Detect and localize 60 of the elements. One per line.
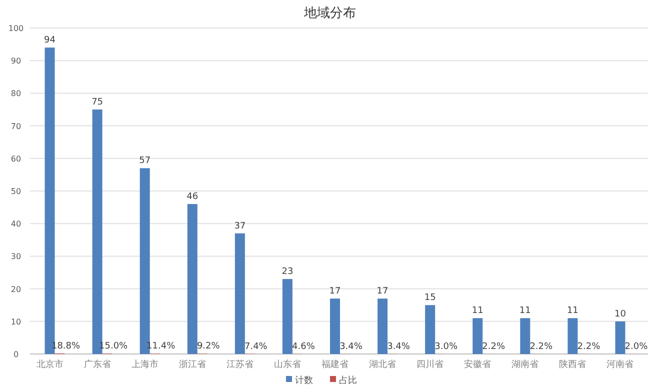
y-tick-label: 10: [10, 317, 22, 326]
data-label: 11: [472, 306, 484, 316]
data-label: 3.4%: [340, 342, 363, 352]
y-tick-label: 50: [10, 187, 22, 196]
data-label: 2.2%: [577, 342, 601, 352]
bar: [378, 298, 388, 354]
x-tick-label: 陕西省: [559, 359, 586, 370]
y-tick-label: 90: [10, 56, 22, 66]
legend-label: 占比: [339, 375, 357, 386]
y-tick-label: 0: [13, 350, 19, 359]
x-tick-label: 上海市: [131, 359, 158, 370]
data-label: 2.0%: [624, 342, 648, 352]
y-tick-label: 40: [10, 220, 22, 229]
data-label: 3.4%: [387, 342, 410, 352]
y-tick-label: 80: [10, 89, 22, 98]
y-tick-label: 60: [10, 154, 22, 164]
data-label: 2.2%: [482, 342, 506, 352]
data-label: 2.2%: [530, 342, 554, 352]
bar: [615, 321, 626, 354]
y-tick-label: 20: [10, 284, 22, 294]
legend-label: 计数: [295, 375, 313, 386]
bar: [282, 279, 292, 354]
data-label: 3.0%: [434, 342, 458, 352]
x-tick-label: 北京市: [36, 359, 64, 370]
bar: [568, 318, 578, 354]
x-tick-label: 河南省: [606, 359, 634, 370]
data-label: 15: [424, 293, 436, 304]
x-tick-label: 福建省: [322, 359, 348, 370]
data-label: 23: [282, 267, 294, 278]
bar: [472, 318, 483, 354]
x-tick-label: 广东省: [84, 359, 111, 370]
bar: [187, 204, 198, 354]
data-label: 4.6%: [292, 342, 316, 352]
chart-title: 地域分布: [303, 6, 356, 21]
bar: [234, 233, 245, 354]
data-label: 17: [329, 286, 341, 297]
data-label: 7.4%: [244, 342, 268, 352]
y-tick-label: 100: [8, 24, 24, 33]
data-label: 46: [186, 192, 198, 202]
bar: [520, 318, 530, 354]
x-tick-label: 湖北省: [369, 359, 396, 370]
x-tick-label: 湖南省: [512, 359, 539, 370]
data-label: 9.2%: [196, 342, 220, 352]
data-label: 11: [519, 306, 531, 316]
data-label: 17: [376, 286, 388, 297]
data-label: 75: [92, 98, 104, 108]
bar: [425, 305, 436, 354]
data-label: 94: [44, 36, 56, 46]
x-tick-label: 江苏省: [226, 359, 254, 370]
x-tick-label: 安徽省: [464, 359, 492, 370]
x-tick-label: 山东省: [274, 359, 301, 370]
x-tick-label: 四川省: [416, 359, 444, 370]
data-label: 11: [566, 306, 578, 316]
data-label: 10: [614, 309, 626, 320]
y-tick-label: 30: [10, 252, 22, 262]
x-tick-label: 浙江省: [178, 359, 206, 370]
bar: [330, 298, 340, 354]
y-tick-label: 70: [10, 122, 22, 131]
data-label: 57: [139, 156, 151, 166]
data-label: 37: [234, 221, 246, 232]
